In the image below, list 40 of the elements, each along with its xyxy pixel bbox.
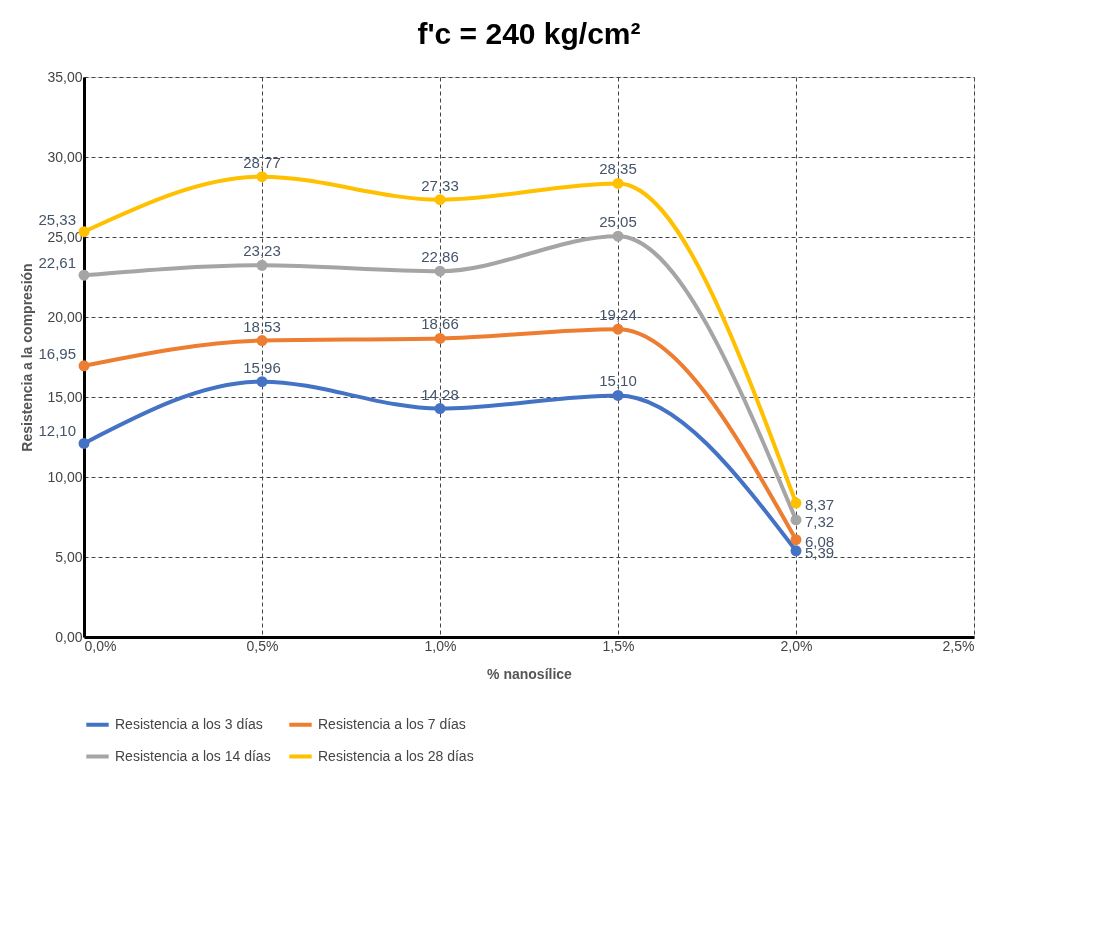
x-tick-label: 1,0% (424, 637, 457, 654)
legend-label: Resistencia a los 7 días (318, 715, 466, 732)
y-tick-label: 20,00 (47, 308, 83, 325)
legend-label: Resistencia a los 28 días (318, 747, 474, 764)
data-label: 25,05 (599, 213, 637, 231)
y-tick-label: 0,00 (55, 628, 83, 645)
data-label: 28,35 (599, 160, 637, 178)
y-tick-label: 25,00 (47, 228, 83, 245)
x-axis-title: % nanosílice (487, 665, 573, 682)
data-label: 25,33 (38, 210, 76, 228)
legend-label: Resistencia a los 14 días (115, 747, 271, 764)
data-label: 18,66 (421, 315, 459, 333)
x-tick-label: 0,0% (84, 637, 117, 654)
data-label: 12,10 (38, 422, 76, 440)
data-label: 27,33 (421, 176, 459, 194)
y-tick-label: 35,00 (47, 68, 83, 85)
data-label: 22,61 (38, 254, 76, 272)
x-tick-label: 1,5% (602, 637, 635, 654)
x-tick-label: 0,5% (246, 637, 279, 654)
y-axis-title: Resistencia a la compresión (19, 263, 36, 452)
x-tick-label: 2,0% (780, 637, 813, 654)
data-label: 8,37 (805, 496, 835, 514)
y-tick-label: 30,00 (47, 148, 83, 165)
x-tick-label: 2,5% (942, 637, 975, 654)
data-label: 15,10 (599, 372, 637, 390)
y-tick-label: 15,00 (47, 388, 83, 405)
legend-label: Resistencia a los 3 días (115, 715, 263, 732)
chart-title: f'c = 240 kg/cm² (417, 17, 641, 50)
data-label: 7,32 (805, 512, 835, 530)
y-tick-label: 5,00 (55, 548, 83, 565)
data-label: 16,95 (38, 344, 76, 362)
data-label: 18,53 (243, 317, 281, 335)
data-label: 19,24 (599, 306, 637, 324)
data-label: 15,96 (243, 358, 281, 376)
data-label: 22,86 (421, 248, 459, 266)
data-label: 14,28 (421, 385, 459, 403)
data-label: 23,23 (243, 242, 281, 260)
data-label: 6,08 (805, 532, 835, 550)
y-tick-label: 10,00 (47, 468, 83, 485)
data-label: 28,77 (243, 153, 281, 171)
